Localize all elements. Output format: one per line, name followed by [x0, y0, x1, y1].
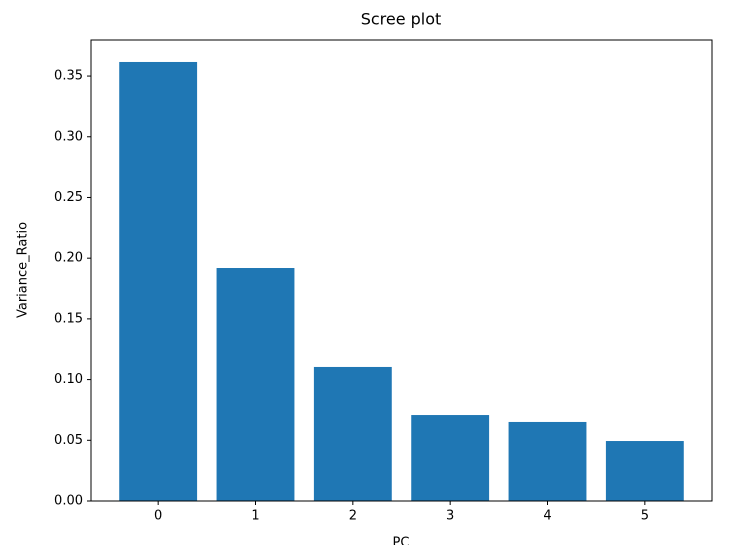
x-tick-label: 3	[446, 509, 454, 524]
x-tick-label: 0	[154, 509, 162, 524]
plot-frame	[90, 39, 713, 502]
x-tick-label: 1	[251, 509, 259, 524]
bar	[313, 366, 392, 501]
y-tick-label: 0.30	[54, 129, 83, 144]
chart-title: Scree plot	[361, 10, 442, 29]
y-tick-label: 0.20	[54, 251, 83, 266]
bar	[216, 268, 295, 501]
bar	[508, 421, 587, 501]
bar	[411, 415, 490, 501]
x-tick-label: 2	[349, 509, 357, 524]
x-tick-label: 4	[543, 509, 551, 524]
y-tick-label: 0.25	[54, 190, 83, 205]
y-tick-label: 0.00	[54, 494, 83, 509]
y-tick-label: 0.10	[54, 372, 83, 387]
y-tick-label: 0.35	[54, 69, 83, 84]
y-tick-label: 0.15	[54, 311, 83, 326]
bar	[119, 61, 198, 502]
bar	[605, 441, 684, 501]
x-axis-label: PC	[393, 536, 410, 546]
x-tick-label: 5	[641, 509, 649, 524]
y-axis-label: Variance_Ratio	[16, 222, 31, 318]
y-tick-label: 0.05	[54, 433, 83, 448]
